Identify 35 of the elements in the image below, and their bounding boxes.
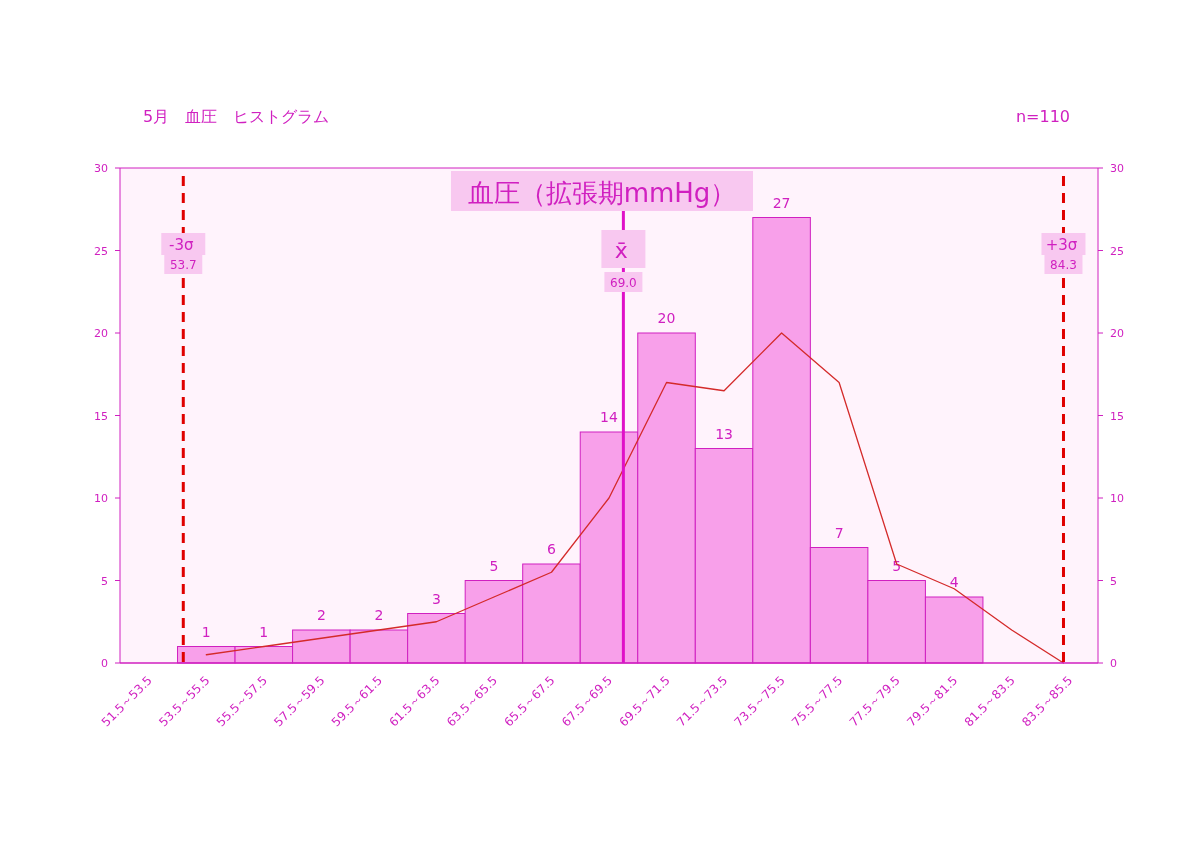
y-tick-label: 25 bbox=[94, 244, 108, 258]
y2-tick-label: 5 bbox=[1110, 574, 1117, 588]
chart-title: 5月 血圧 ヒストグラム bbox=[143, 107, 330, 126]
y-tick-label: 10 bbox=[94, 492, 108, 505]
data-label: 4 bbox=[949, 574, 959, 590]
data-label: 14 bbox=[600, 409, 618, 425]
y-tick-label: 15 bbox=[94, 409, 108, 423]
ref-line-label: +3σ 84.3 bbox=[1045, 236, 1078, 272]
y2-tick-label: 10 bbox=[1110, 492, 1124, 505]
y2-tick-label: 20 bbox=[1110, 327, 1124, 340]
data-label: 6 bbox=[547, 541, 557, 557]
data-label: 20 bbox=[657, 310, 676, 326]
y-tick-label: 5 bbox=[101, 574, 108, 588]
y2-tick-label: 15 bbox=[1110, 409, 1124, 423]
ref-line-label: x̄ 69.0 bbox=[610, 238, 637, 290]
data-label: 5 bbox=[489, 557, 499, 574]
y2-tick-label: 25 bbox=[1110, 244, 1124, 258]
chart-subtitle: 血圧（拡張期mmHg） bbox=[467, 178, 737, 208]
data-label: 1 bbox=[259, 623, 269, 640]
data-label: 1 bbox=[201, 623, 211, 640]
y-tick-label: 0 bbox=[101, 657, 108, 670]
y2-tick-label: 0 bbox=[1110, 657, 1117, 670]
y-tick-label: 30 bbox=[94, 162, 108, 175]
data-label: 13 bbox=[715, 425, 733, 442]
y2-tick-label: 30 bbox=[1110, 162, 1124, 175]
line-series bbox=[205, 332, 1065, 664]
data-label: 2 bbox=[316, 607, 326, 623]
text: n=110 bbox=[1015, 107, 1070, 126]
data-label: 5 bbox=[892, 557, 902, 574]
data-label: 27 bbox=[772, 194, 791, 211]
data-label: 2 bbox=[374, 607, 384, 623]
data-label: 7 bbox=[834, 524, 844, 541]
ref-line-label: -3σ 53.7 bbox=[169, 236, 197, 272]
y-tick-label: 20 bbox=[94, 327, 108, 340]
data-label: 3 bbox=[431, 590, 441, 607]
